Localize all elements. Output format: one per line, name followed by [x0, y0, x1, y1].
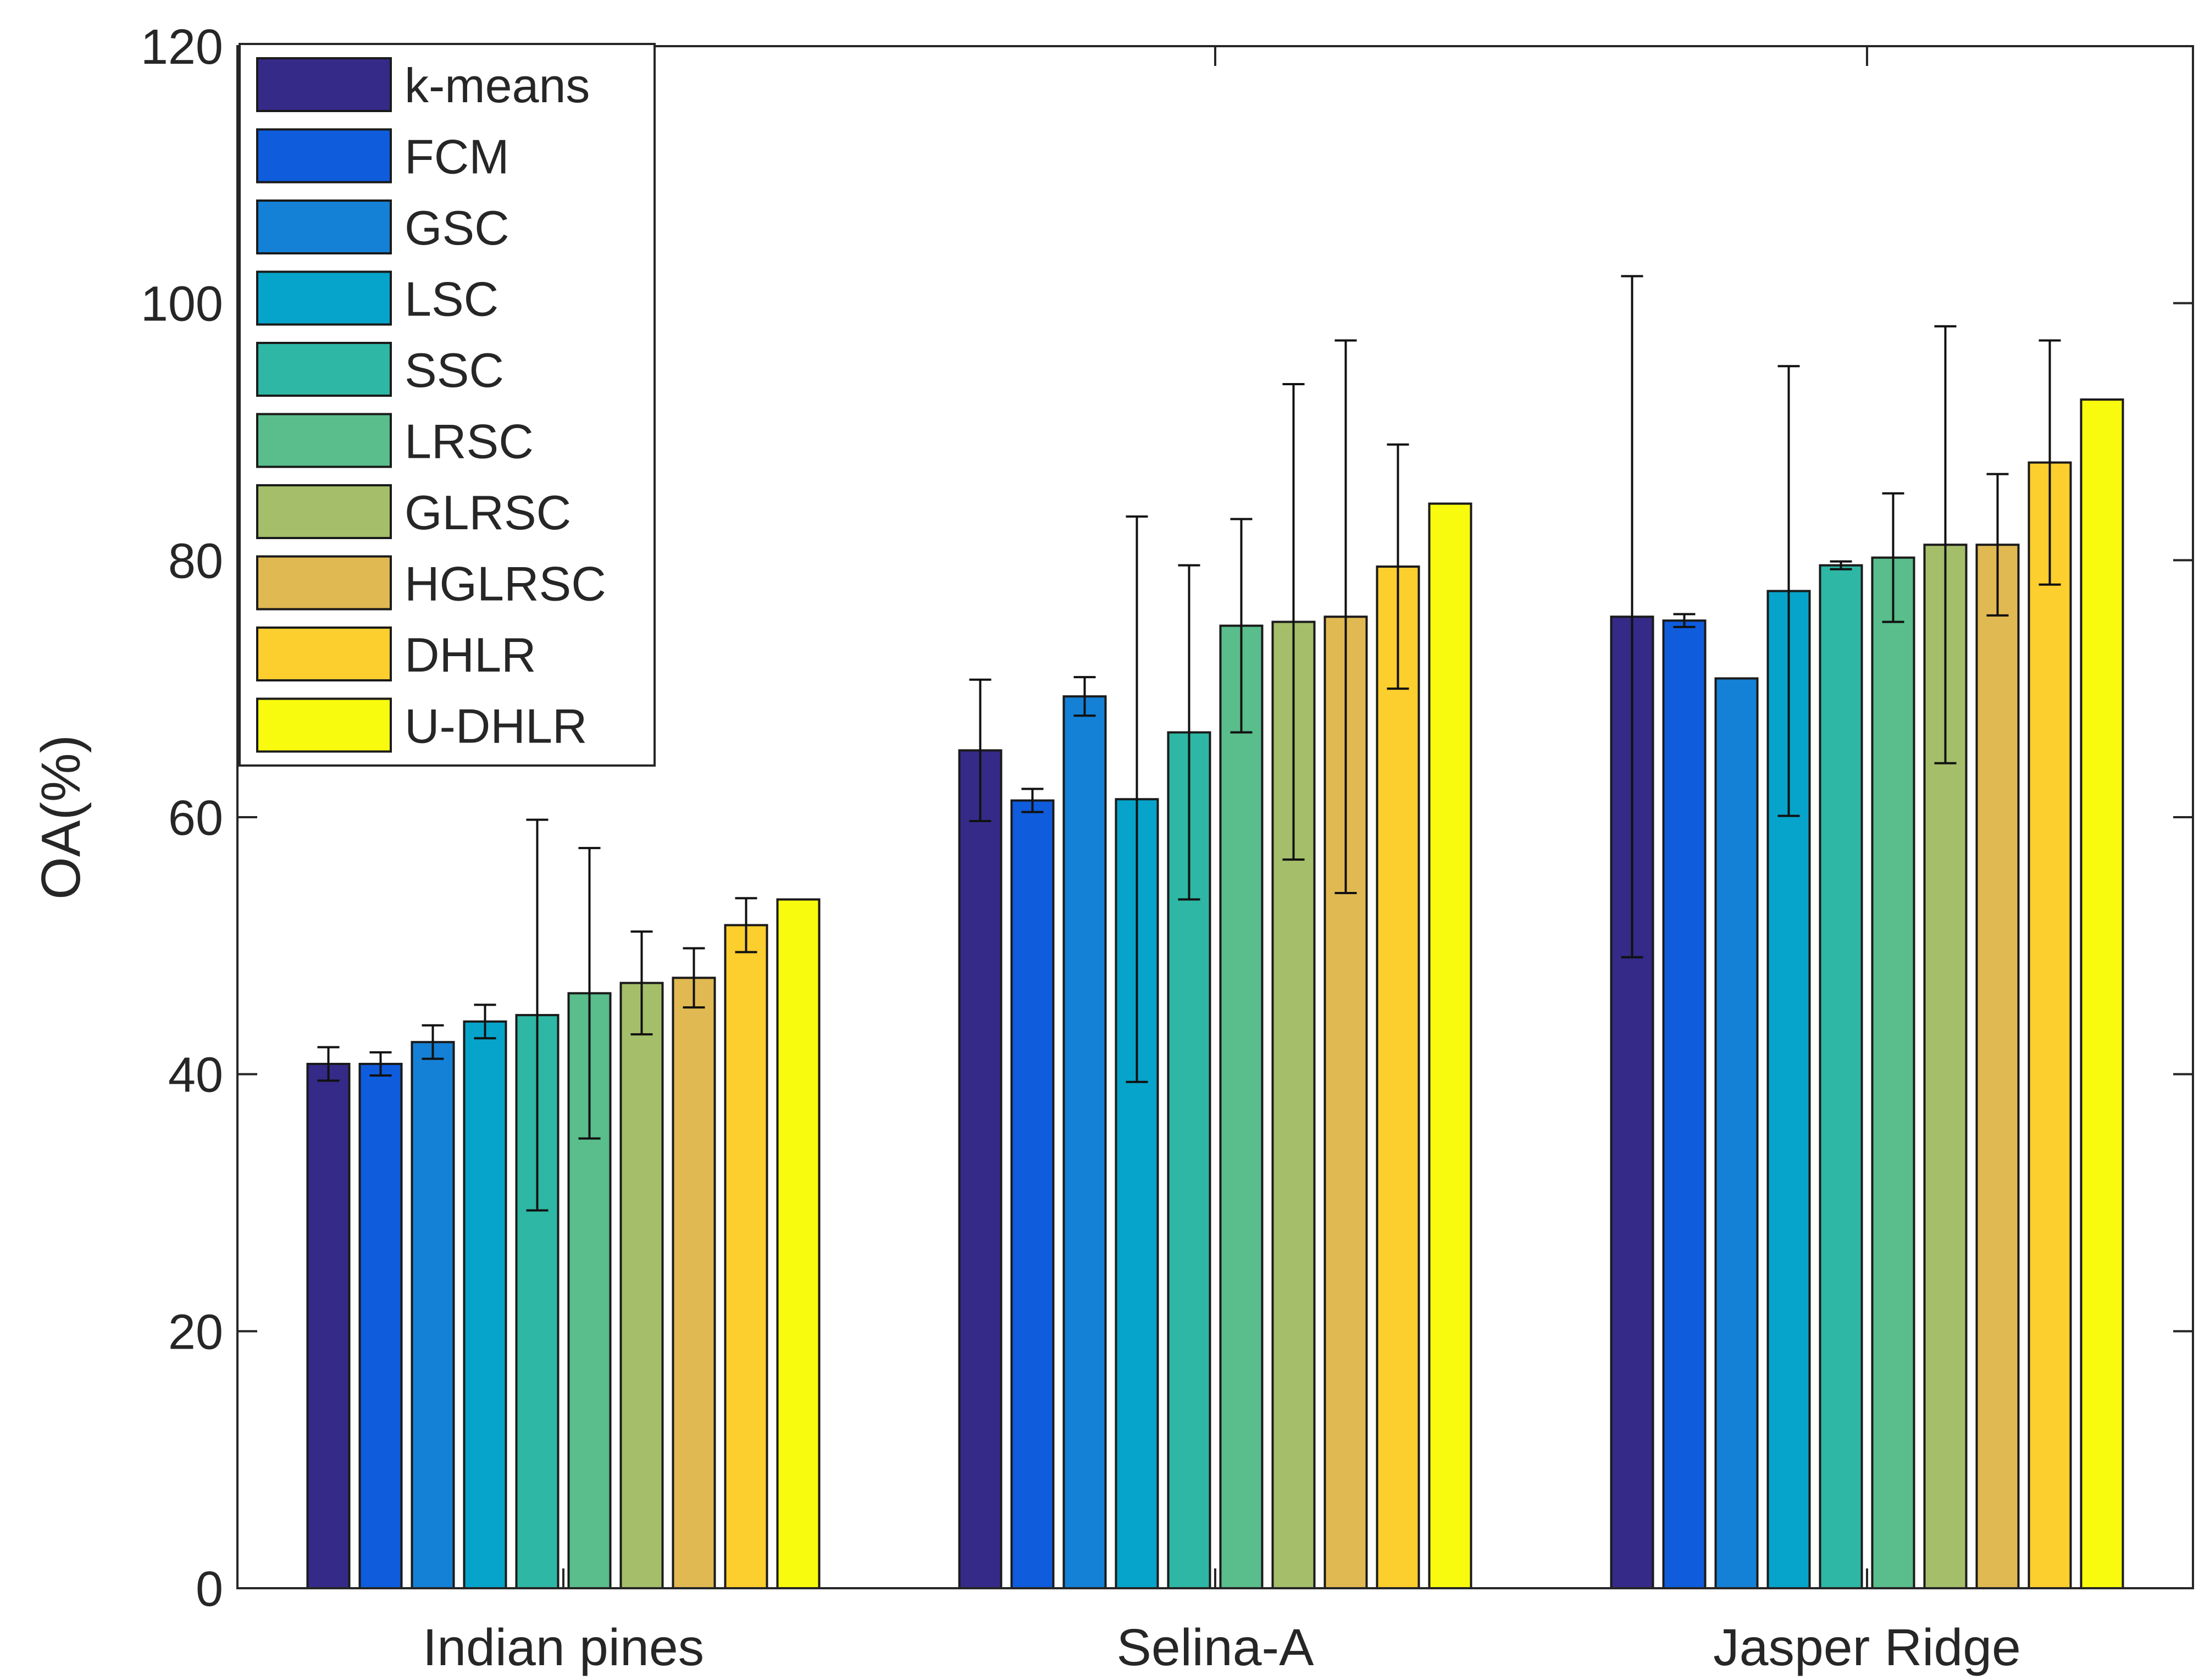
bar-dhlr-1	[1376, 565, 1420, 1589]
bar-hglrsc-2	[1975, 544, 2020, 1589]
bar-lsc-0	[463, 1020, 507, 1589]
y-tick-label: 60	[168, 791, 223, 846]
legend-item: LSC	[256, 270, 499, 326]
y-tick-label: 20	[168, 1305, 223, 1360]
legend-swatch	[256, 199, 392, 254]
error-bar-lrsc-1	[1230, 518, 1253, 734]
legend-label: GSC	[405, 201, 509, 255]
legend-item: U-DHLR	[256, 697, 587, 753]
error-bar-lsc-2	[1777, 365, 1800, 817]
legend-swatch	[256, 57, 392, 112]
error-bar-glrsc-2	[1934, 325, 1957, 764]
error-bar-lsc-1	[1126, 515, 1148, 1083]
y-tick-label: 120	[141, 20, 223, 75]
legend-swatch	[256, 697, 392, 753]
legend-swatch	[256, 555, 392, 611]
y-axis: 0 20 40 60 80 100 120	[141, 20, 2193, 1617]
legend-swatch	[256, 626, 392, 681]
legend-item: GLRSC	[256, 484, 571, 540]
legend: k-means FCM GSC LSC SSC LRSC GLRSC HGLRSC DHLR U-…	[239, 43, 656, 767]
y-tick-label: 80	[168, 534, 223, 589]
error-bar-glrsc-1	[1282, 382, 1305, 861]
bar-glrsc-0	[619, 982, 664, 1589]
legend-swatch	[256, 342, 392, 397]
legend-swatch	[256, 484, 392, 539]
bar-k-means-1	[958, 749, 1002, 1589]
error-bar-k-means-0	[317, 1046, 340, 1082]
error-bar-lrsc-2	[1882, 492, 1904, 623]
legend-item: HGLRSC	[256, 555, 606, 611]
bar-lrsc-2	[1871, 556, 1915, 1590]
error-bars-layer	[317, 275, 2061, 1212]
error-bar-ssc-2	[1830, 560, 1852, 570]
bar-dhlr-0	[724, 924, 768, 1589]
error-bar-dhlr-1	[1387, 443, 1409, 690]
error-bar-lrsc-0	[578, 847, 601, 1140]
error-bar-ssc-1	[1178, 564, 1200, 901]
legend-item: k-means	[256, 57, 590, 113]
error-bar-k-means-2	[1621, 275, 1643, 958]
bar-u-dhlr-0	[776, 898, 821, 1589]
error-bar-fcm-2	[1673, 613, 1696, 628]
error-bar-gsc-0	[422, 1024, 444, 1060]
bar-u-dhlr-2	[2080, 398, 2124, 1589]
legend-label: GLRSC	[405, 485, 571, 540]
legend-item: SSC	[256, 342, 504, 397]
legend-label: k-means	[405, 58, 590, 113]
legend-label: SSC	[405, 343, 504, 397]
error-bar-k-means-1	[969, 678, 992, 823]
x-tick-label: Selina-A	[1116, 1618, 1314, 1677]
bar-dhlr-2	[2028, 461, 2072, 1589]
x-tick-label: Indian pines	[423, 1618, 704, 1677]
bar-fcm-1	[1010, 799, 1055, 1589]
legend-item: DHLR	[256, 626, 536, 682]
error-bar-lsc-0	[474, 1003, 496, 1040]
error-bar-gsc-1	[1073, 676, 1096, 717]
y-tick-label: 100	[141, 277, 223, 332]
error-bar-ssc-0	[526, 818, 549, 1212]
x-tick-label: Jasper Ridge	[1713, 1618, 2021, 1677]
bar-gsc-0	[411, 1041, 455, 1590]
y-axis-label: OA(%)	[30, 735, 92, 900]
bar-gsc-2	[1714, 677, 1759, 1589]
legend-item: GSC	[256, 199, 509, 255]
bar-glrsc-1	[1271, 620, 1316, 1589]
bar-u-dhlr-1	[1428, 502, 1472, 1589]
error-bar-fcm-0	[369, 1051, 392, 1077]
legend-label: HGLRSC	[405, 557, 606, 611]
y-tick-label: 0	[196, 1562, 223, 1617]
error-bar-fcm-1	[1021, 788, 1044, 813]
legend-swatch	[256, 413, 392, 468]
bar-lrsc-1	[1219, 624, 1264, 1589]
bar-gsc-1	[1062, 695, 1107, 1589]
bar-fcm-2	[1662, 619, 1707, 1589]
bar-k-means-0	[306, 1062, 351, 1589]
bar-fcm-0	[358, 1062, 403, 1589]
legend-label: U-DHLR	[405, 699, 587, 753]
legend-label: FCM	[405, 130, 509, 184]
error-bar-glrsc-0	[630, 930, 653, 1036]
bar-ssc-2	[1819, 564, 1863, 1589]
legend-swatch	[256, 128, 392, 184]
legend-label: LSC	[405, 272, 499, 326]
x-axis: Indian pines Selina-A Jasper Ridge	[423, 46, 2021, 1677]
legend-swatch	[256, 270, 392, 326]
y-tick-label: 40	[168, 1048, 223, 1103]
legend-label: LRSC	[405, 414, 534, 469]
bar-hglrsc-0	[672, 977, 716, 1589]
error-bar-dhlr-2	[2039, 339, 2061, 586]
error-bar-hglrsc-1	[1334, 339, 1357, 894]
error-bar-hglrsc-0	[683, 947, 705, 1009]
legend-item: LRSC	[256, 413, 534, 469]
error-bar-dhlr-0	[735, 897, 757, 953]
error-bar-hglrsc-2	[1986, 473, 2009, 617]
legend-label: DHLR	[405, 628, 536, 682]
legend-item: FCM	[256, 128, 509, 184]
